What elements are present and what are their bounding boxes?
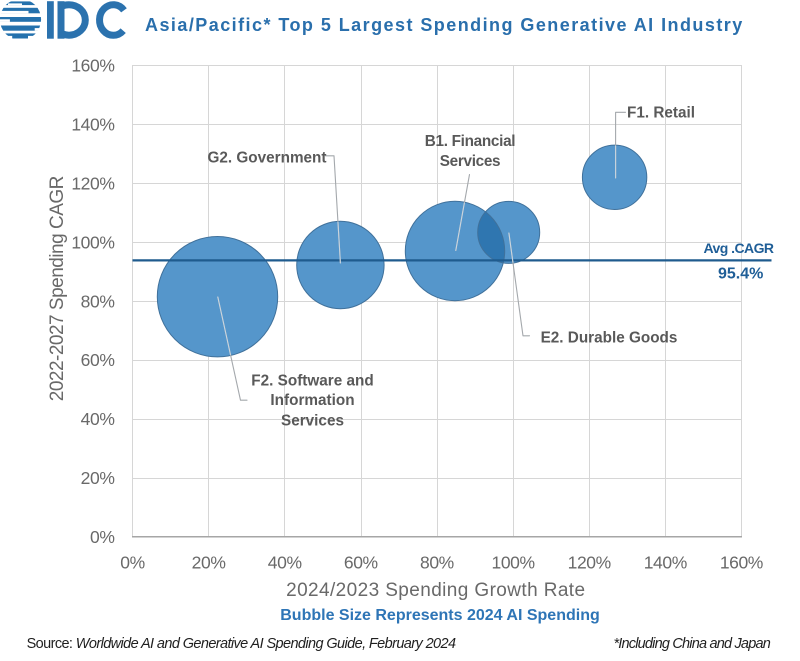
svg-text:0%: 0% xyxy=(120,553,145,573)
svg-text:160%: 160% xyxy=(71,56,114,76)
svg-text:Avg .CAGR: Avg .CAGR xyxy=(704,240,774,256)
svg-text:Asia/Pacific* Top 5 Largest Sp: Asia/Pacific* Top 5 Largest Spending Gen… xyxy=(145,15,744,35)
svg-text:40%: 40% xyxy=(81,409,115,429)
svg-text:20%: 20% xyxy=(192,553,226,573)
svg-text:160%: 160% xyxy=(720,553,763,573)
svg-text:*Including China and Japan: *Including China and Japan xyxy=(613,636,770,652)
svg-text:40%: 40% xyxy=(268,553,302,573)
svg-text:140%: 140% xyxy=(644,553,687,573)
svg-text:B1. Financial: B1. Financial xyxy=(425,133,516,150)
svg-text:20%: 20% xyxy=(81,468,115,488)
svg-text:0%: 0% xyxy=(90,527,115,547)
svg-text:95.4%: 95.4% xyxy=(718,265,763,282)
svg-text:140%: 140% xyxy=(71,114,114,134)
svg-text:120%: 120% xyxy=(568,553,611,573)
svg-text:Services: Services xyxy=(281,412,344,429)
svg-text:Information: Information xyxy=(270,392,354,409)
svg-text:E2. Durable Goods: E2. Durable Goods xyxy=(541,330,678,347)
svg-text:80%: 80% xyxy=(81,291,115,311)
svg-text:Bubble Size Represents 2024 AI: Bubble Size Represents 2024 AI Spending xyxy=(280,607,600,624)
svg-text:Source: Worldwide AI and Gener: Source: Worldwide AI and Generative AI S… xyxy=(27,636,456,652)
svg-text:80%: 80% xyxy=(420,553,454,573)
svg-text:F1. Retail: F1. Retail xyxy=(627,105,695,122)
svg-text:Services: Services xyxy=(440,153,501,170)
svg-text:100%: 100% xyxy=(71,232,114,252)
svg-text:60%: 60% xyxy=(344,553,378,573)
svg-text:2024/2023 Spending Growth Rate: 2024/2023 Spending Growth Rate xyxy=(286,580,585,601)
svg-text:2022-2027 Spending CAGR: 2022-2027 Spending CAGR xyxy=(47,176,68,401)
svg-text:100%: 100% xyxy=(492,553,535,573)
svg-text:G2. Government: G2. Government xyxy=(207,150,326,167)
svg-text:F2. Software and: F2. Software and xyxy=(251,373,373,390)
svg-text:60%: 60% xyxy=(81,350,115,370)
svg-text:120%: 120% xyxy=(71,173,114,193)
